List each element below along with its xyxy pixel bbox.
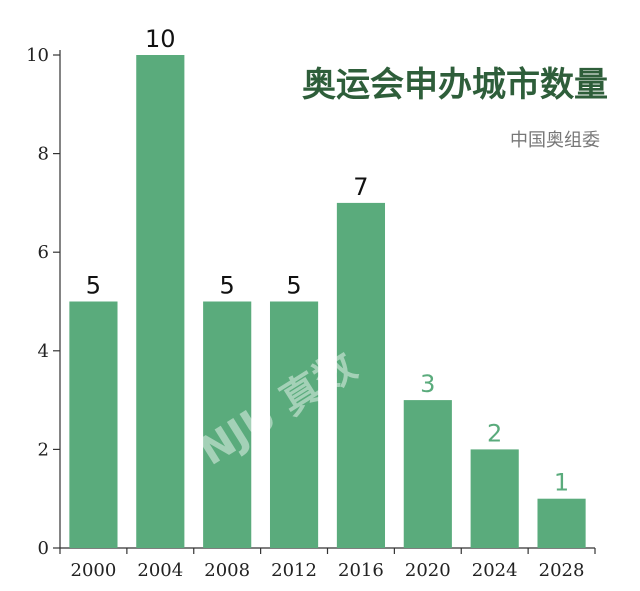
x-tick-label: 2024 [472,560,518,581]
y-axis: 0 2 4 6 8 10 [26,45,61,559]
y-tick-label: 6 [38,242,49,263]
bar-2012 [269,301,319,548]
bar-2016 [336,202,386,548]
x-tick-label: 2008 [204,560,250,581]
bar-2024 [470,449,519,548]
bar-2004 [136,55,185,548]
value-label-2024: 2 [487,419,502,447]
x-tick-label: 2000 [71,560,117,581]
value-label-2000: 5 [86,272,101,300]
x-tick-label: 2016 [338,560,384,581]
bar-2008 [203,301,252,548]
x-tick-label: 2028 [539,560,585,581]
y-tick-label: 2 [38,439,49,460]
chart-subtitle: 中国奥组委 [510,130,600,151]
x-tick-label: 2012 [271,560,317,581]
y-tick-label: 10 [26,45,49,66]
chart-title: 奥运会申办城市数量 [302,65,608,105]
y-tick-label: 4 [38,341,49,362]
y-tick-label: 8 [38,144,49,165]
bars [69,55,586,548]
y-tick-label: 0 [38,538,49,559]
bar-2020 [403,400,452,548]
value-label-2008: 5 [220,272,235,300]
value-label-2020: 3 [420,370,435,398]
x-axis: 2000 2004 2008 2012 2016 2020 2024 2028 [59,547,596,581]
bar-2000 [69,301,118,548]
value-label-2012: 5 [286,272,301,300]
x-tick-label: 2020 [405,560,451,581]
bar-2028 [537,498,586,548]
value-label-2004: 10 [145,25,176,53]
value-label-2016: 7 [353,173,368,201]
x-tick-label: 2004 [137,560,183,581]
value-label-2028: 1 [554,469,569,497]
value-labels: 5 10 5 5 7 3 2 1 [86,25,569,497]
